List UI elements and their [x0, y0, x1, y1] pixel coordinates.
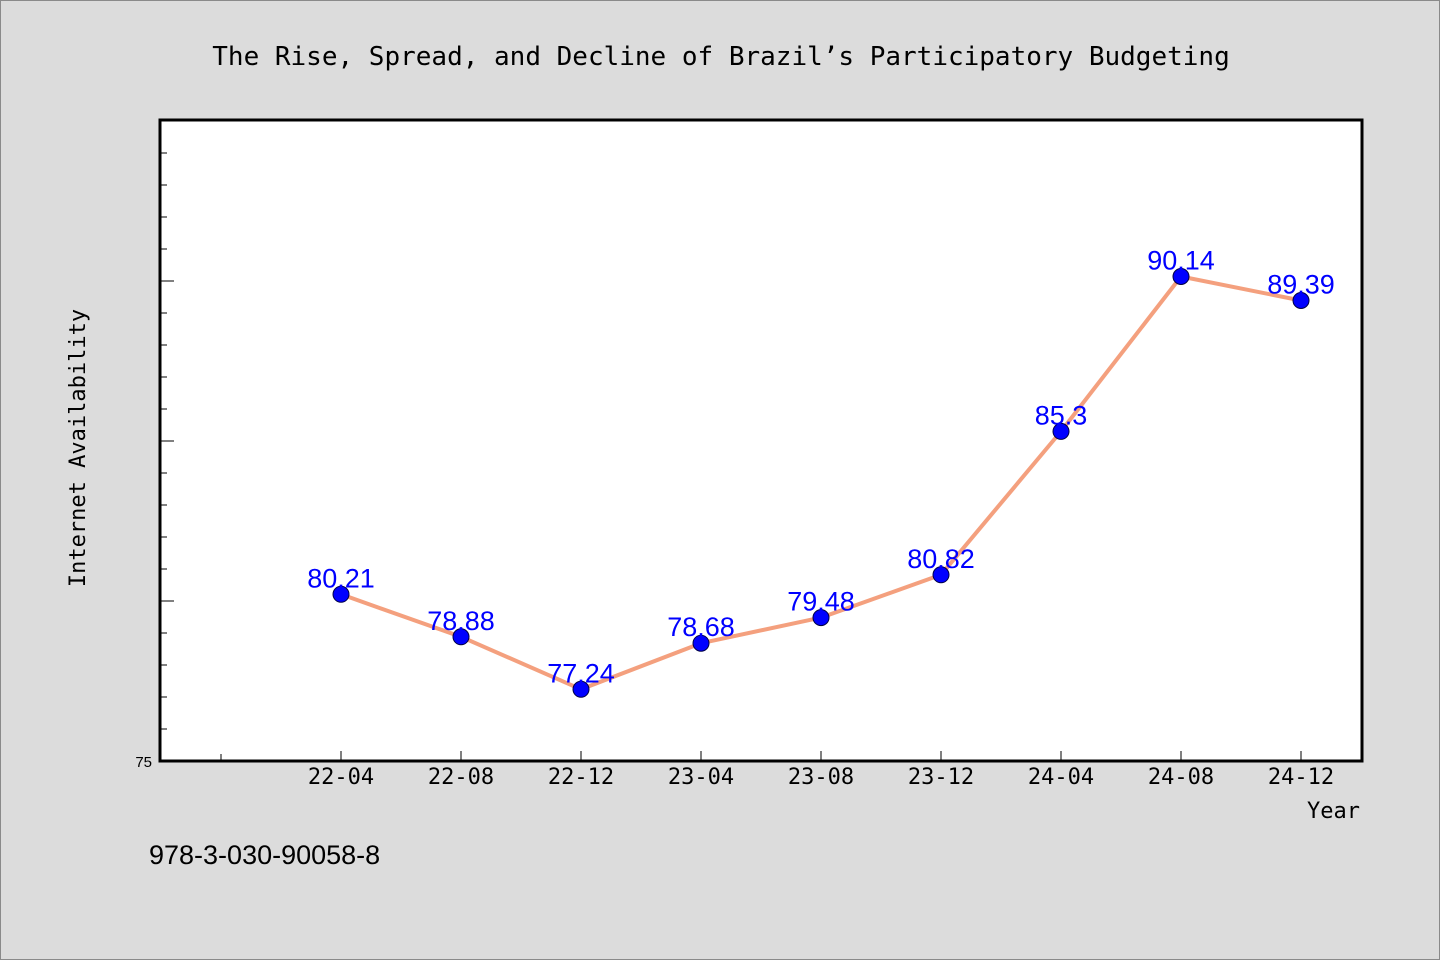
data-point — [812, 609, 830, 627]
data-label: 89.39 — [1267, 270, 1335, 300]
y-axis-ticks — [160, 120, 174, 730]
data-labels: 80.21 78.88 77.24 78.68 79.48 80.82 85.3 90.14 8… — [307, 246, 1335, 689]
data-label: 80.82 — [907, 544, 975, 574]
x-axis-ticks: 22-04 22-08 22-12 23-04 23-08 23-12 24-04 24-08… — [220, 751, 1334, 790]
data-point — [1172, 268, 1190, 285]
plot-area — [158, 118, 1364, 763]
data-point — [572, 680, 590, 698]
x-tick-label: 23-04 — [668, 765, 734, 790]
data-label: 85.3 — [1035, 400, 1088, 430]
chart-title: The Rise, Spread, and Decline of Brazil’… — [212, 42, 1229, 72]
data-label: 80.21 — [307, 563, 375, 593]
data-point — [452, 628, 470, 646]
data-label: 77.24 — [547, 658, 615, 688]
y-axis-label: Internet Availability — [66, 309, 91, 587]
data-point — [332, 585, 350, 603]
x-tick-label: 24-08 — [1148, 765, 1214, 790]
data-label: 78.88 — [427, 606, 495, 636]
x-tick-label: 24-04 — [1028, 765, 1094, 790]
data-label: 90.14 — [1147, 246, 1215, 276]
data-point — [1292, 292, 1310, 309]
x-tick-label: 22-04 — [308, 765, 374, 790]
footer-isbn: 978-3-030-90058-8 — [149, 840, 380, 870]
x-tick-label: 22-08 — [428, 765, 494, 790]
data-markers — [332, 268, 1310, 698]
data-label: 79.48 — [787, 587, 855, 617]
x-tick-label: 23-12 — [908, 765, 974, 790]
y-tick-label: 75 — [135, 754, 152, 771]
x-tick-label: 22-12 — [548, 765, 614, 790]
data-point — [692, 634, 710, 652]
data-point — [1052, 422, 1070, 440]
data-label: 78.68 — [667, 612, 735, 642]
x-tick-label: 23-08 — [788, 765, 854, 790]
data-point — [932, 566, 950, 584]
x-tick-label: 24-12 — [1268, 765, 1334, 790]
x-axis-label: Year — [1307, 799, 1360, 824]
